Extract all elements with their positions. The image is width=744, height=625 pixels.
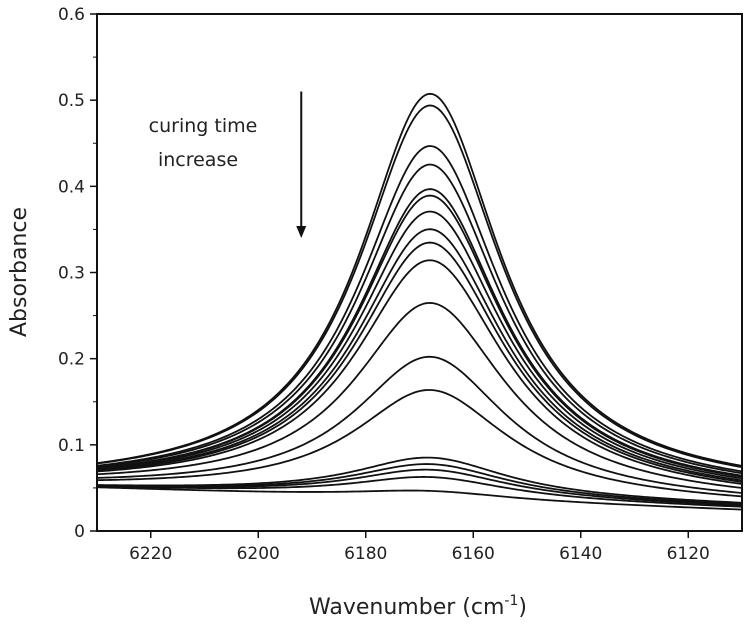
- annotation-line-2: increase: [158, 149, 238, 171]
- spectrum-line: [96, 228, 743, 482]
- spectrum-line: [96, 355, 743, 494]
- y-axis-title: Absorbance: [7, 207, 32, 337]
- spectrum-line: [96, 194, 743, 478]
- y-tick-label: 0.6: [58, 5, 85, 25]
- spectrum-line: [96, 259, 743, 485]
- x-axis-title-superscript: -1: [504, 593, 518, 609]
- y-tick-label: 0.4: [58, 177, 85, 197]
- y-tick-label: 0.5: [58, 91, 85, 111]
- x-tick-label: 6200: [237, 544, 280, 564]
- x-tick-label: 6220: [129, 544, 172, 564]
- spectrum-line: [96, 145, 743, 473]
- x-axis-title: Wavenumber (cm-1): [309, 593, 527, 620]
- spectrum-line: [96, 476, 743, 508]
- spectrum-line: [96, 486, 743, 511]
- x-tick-label: 6140: [559, 544, 602, 564]
- y-axis-ticks: 0 0.1 0.2 0.3 0.4 0.5 0.6: [58, 5, 97, 542]
- annotation-line-1: curing time: [149, 115, 258, 137]
- x-axis-title-close: ): [518, 595, 527, 620]
- spectrum-line: [96, 468, 743, 507]
- y-tick-label: 0.3: [58, 264, 85, 284]
- spectrum-line: [96, 210, 743, 480]
- spectrum-line: [96, 163, 743, 475]
- x-tick-label: 6160: [452, 544, 495, 564]
- x-tick-label: 6120: [667, 544, 710, 564]
- x-axis-ticks: 6220 6200 6180 6160 6140 6120: [129, 531, 710, 564]
- y-tick-label: 0.2: [58, 350, 85, 370]
- spectrum-line: [96, 92, 743, 467]
- spectrum-line: [96, 104, 743, 469]
- annotation-group: curing time increase: [149, 91, 307, 239]
- spectrum-line: [96, 456, 743, 504]
- y-tick-label: 0: [74, 522, 85, 542]
- spectrum-line: [96, 389, 743, 498]
- spectra-curves: [96, 92, 743, 511]
- x-tick-label: 6180: [344, 544, 387, 564]
- spectrum-line: [96, 241, 743, 483]
- spectrum-line: [96, 302, 743, 489]
- y-tick-label: 0.1: [58, 436, 85, 456]
- annotation-arrow-head: [296, 226, 307, 239]
